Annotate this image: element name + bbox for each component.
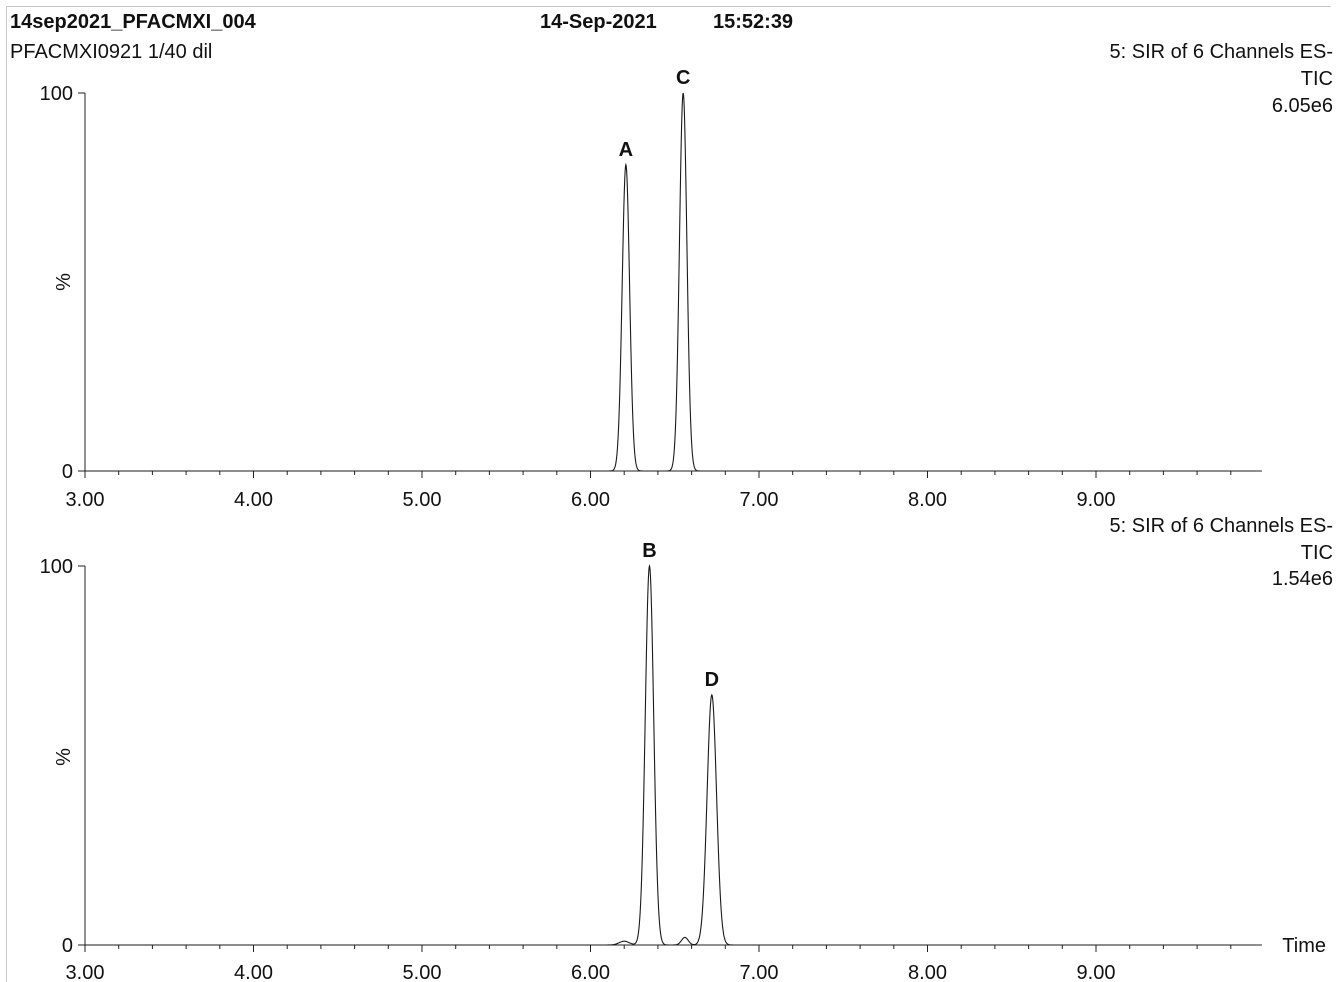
bottom-channel-label: 5: SIR of 6 Channels ES- [1109, 515, 1333, 537]
bottom-trace-line [85, 563, 1256, 946]
bottom-x-tick-label: 6.00 [571, 962, 610, 981]
bottom-y-axis-label: % [53, 748, 75, 766]
top-y-tick-label: 0 [62, 461, 73, 483]
bottom-y-tick-label: 0 [62, 935, 73, 957]
top-x-tick-label: 4.00 [234, 489, 273, 511]
chart-frame [6, 6, 1331, 982]
time-label: 15:52:39 [713, 11, 794, 33]
bottom-x-tick-label: 4.00 [234, 962, 273, 981]
date-label: 14-Sep-2021 [540, 11, 657, 33]
filename-label: 14sep2021_PFACMXI_004 [10, 11, 256, 33]
bottom-y-tick-label: 100 [40, 556, 73, 578]
top-x-tick-label: 6.00 [571, 489, 610, 511]
top-y-axis-label: % [53, 273, 75, 291]
top-x-tick-label: 8.00 [908, 489, 947, 511]
top-x-tick-label: 9.00 [1077, 489, 1116, 511]
top-trace-label: TIC [1300, 68, 1333, 90]
peak-label-b: B [642, 540, 656, 562]
top-x-tick-label: 5.00 [403, 489, 442, 511]
bottom-x-tick-label: 5.00 [403, 962, 442, 981]
top-channel-label: 5: SIR of 6 Channels ES- [1109, 41, 1333, 63]
bottom-trace-label: TIC [1300, 542, 1333, 564]
bottom-intensity-label: 1.54e6 [1271, 568, 1333, 590]
peak-label-c: C [676, 67, 690, 89]
top-x-tick-label: 7.00 [740, 489, 779, 511]
bottom-x-axis-label: Time [1282, 935, 1326, 957]
top-intensity-label: 6.05e6 [1271, 95, 1333, 117]
peak-label-d: D [705, 669, 719, 691]
bottom-x-tick-label: 3.00 [66, 962, 105, 981]
bottom-x-tick-label: 7.00 [740, 962, 779, 981]
peak-label-a: A [619, 139, 633, 161]
bottom-x-tick-label: 8.00 [908, 962, 947, 981]
top-trace-line [85, 92, 1256, 472]
top-y-tick-label: 100 [40, 83, 73, 105]
sample-label: PFACMXI0921 1/40 dil [10, 41, 213, 63]
top-x-tick-label: 3.00 [66, 489, 105, 511]
bottom-x-tick-label: 9.00 [1077, 962, 1116, 981]
